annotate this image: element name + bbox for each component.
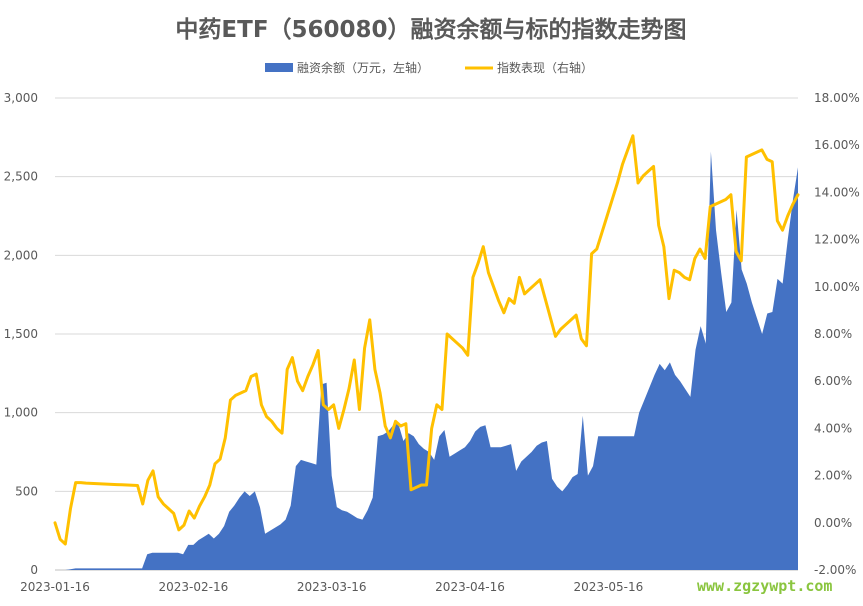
series-area-balance: [55, 151, 798, 571]
left-tick-label: 3,000: [4, 91, 38, 105]
chart-title: 中药ETF（560080）融资余额与标的指数走势图: [175, 16, 686, 43]
right-tick-label: 0.00%: [814, 516, 852, 530]
right-tick-label: 14.00%: [814, 185, 860, 199]
left-tick-label: 500: [15, 484, 38, 498]
right-tick-label: 4.00%: [814, 421, 852, 435]
right-axis: -2.00% 0.00% 2.00% 4.00% 6.00% 8.00% 10.00% 12.…: [814, 91, 860, 577]
legend: 融资余额（万元，左轴） 指数表现（右轴）: [265, 60, 593, 75]
left-tick-label: 1,000: [4, 406, 38, 420]
left-tick-label: 0: [30, 563, 38, 577]
right-tick-label: 16.00%: [814, 138, 860, 152]
right-tick-label: 2.00%: [814, 469, 852, 483]
x-tick-label: 2023-01-16: [20, 580, 90, 594]
right-tick-label: -2.00%: [814, 563, 856, 577]
left-tick-label: 2,000: [4, 248, 38, 262]
right-tick-label: 12.00%: [814, 233, 860, 247]
x-tick-label: 2023-05-16: [574, 580, 644, 594]
series-line-index: [53, 134, 800, 546]
x-tick-label: 2023-03-16: [297, 580, 367, 594]
right-tick-label: 6.00%: [814, 374, 852, 388]
legend-label-balance: 融资余额（万元，左轴）: [297, 60, 429, 75]
right-tick-label: 10.00%: [814, 280, 860, 294]
watermark-text: www.zgzywpt.com: [697, 577, 832, 595]
left-tick-label: 2,500: [4, 170, 38, 184]
plot-area: [53, 134, 800, 571]
left-axis: 0 500 1,000 1,500 2,000 2,500 3,000: [4, 91, 38, 577]
legend-swatch-balance: [265, 63, 293, 72]
x-tick-label: 2023-02-16: [158, 580, 228, 594]
x-tick-label: 2023-04-16: [435, 580, 505, 594]
left-tick-label: 1,500: [4, 327, 38, 341]
right-tick-label: 8.00%: [814, 327, 852, 341]
right-tick-label: 18.00%: [814, 91, 860, 105]
legend-label-index: 指数表现（右轴）: [497, 60, 593, 75]
